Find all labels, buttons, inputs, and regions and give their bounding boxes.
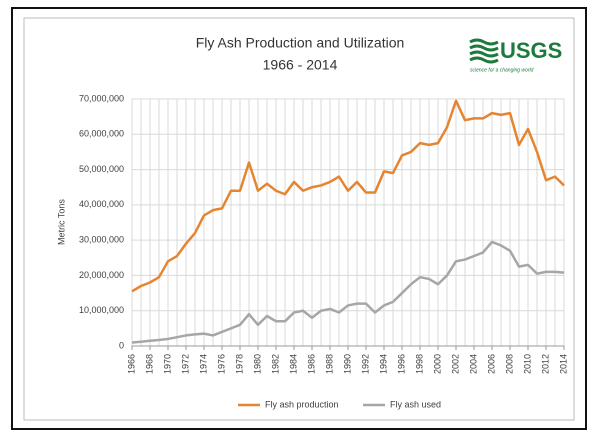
- legend-label: Fly ash used: [390, 399, 441, 409]
- x-tick-label: 1984: [288, 354, 298, 374]
- y-tick-label: 40,000,000: [79, 199, 124, 209]
- x-tick-label: 1998: [414, 354, 424, 374]
- y-tick-label: 70,000,000: [79, 93, 124, 103]
- x-tick-label: 1994: [378, 354, 388, 374]
- logo-text: USGS: [500, 38, 562, 63]
- x-tick-label: 1978: [234, 354, 244, 374]
- x-tick-label: 1990: [342, 354, 352, 374]
- chart-frame: [23, 17, 575, 421]
- x-tick-label: 1988: [324, 354, 334, 374]
- x-tick-label: 1974: [198, 354, 208, 374]
- y-tick-label: 50,000,000: [79, 164, 124, 174]
- x-tick-label: 1976: [216, 354, 226, 374]
- x-tick-label: 2008: [504, 354, 514, 374]
- logo-tagline: science for a changing world: [470, 67, 534, 73]
- x-tick-label: 2012: [540, 354, 550, 374]
- x-tick-label: 1986: [306, 354, 316, 374]
- logo: USGS science for a changing world: [469, 38, 562, 73]
- x-tick-label: 1992: [360, 354, 370, 374]
- x-tick-label: 1996: [396, 354, 406, 374]
- series-line: [131, 99, 565, 293]
- y-tick-label: 0: [119, 340, 124, 350]
- logo-waves: [469, 38, 499, 64]
- x-tick-label: 2014: [558, 354, 568, 374]
- x-tick-label: 1968: [144, 354, 154, 374]
- x-tick-label: 2004: [468, 354, 478, 374]
- y-tick-label: 60,000,000: [79, 129, 124, 139]
- legend-label: Fly ash production: [265, 399, 339, 409]
- y-tick-label: 10,000,000: [79, 305, 124, 315]
- y-tick-label: 30,000,000: [79, 235, 124, 245]
- x-tick-label: 2000: [432, 354, 442, 374]
- x-tick-label: 1982: [270, 354, 280, 374]
- series-line: [131, 240, 565, 344]
- x-tick-label: 1980: [252, 354, 262, 374]
- x-tick-label: 1970: [162, 354, 172, 374]
- x-tick-label: 1972: [180, 354, 190, 374]
- chart-subtitle: 1966 - 2014: [263, 57, 338, 73]
- x-tick-label: 2006: [486, 354, 496, 374]
- y-axis-label: Metric Tons: [56, 199, 66, 245]
- x-tick-label: 2010: [522, 354, 532, 374]
- chart-title: Fly Ash Production and Utilization: [196, 35, 405, 51]
- x-tick-label: 1966: [126, 354, 136, 374]
- y-tick-label: 20,000,000: [79, 270, 124, 280]
- x-tick-label: 2002: [450, 354, 460, 374]
